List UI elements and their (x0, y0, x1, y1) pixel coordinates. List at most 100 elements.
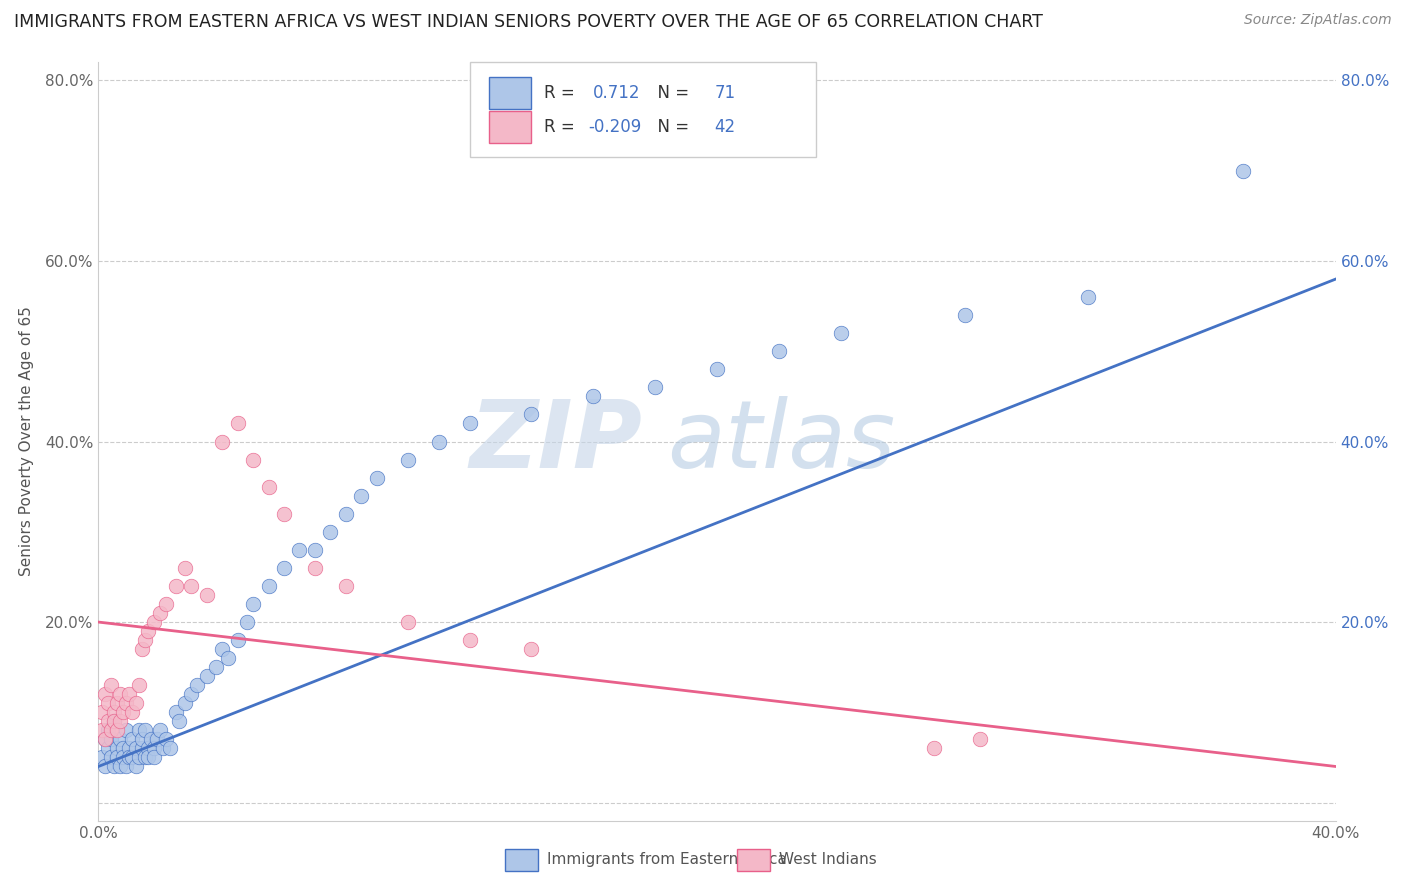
Point (97, 723, 120, 738)
Point (108, 687, 131, 701)
Point (112, 741, 135, 756)
Point (118, 741, 141, 756)
Point (159, 741, 181, 756)
Text: atlas: atlas (668, 396, 896, 487)
Point (146, 732, 169, 747)
Point (335, 507, 357, 521)
Text: 0.712: 0.712 (593, 84, 641, 102)
Point (93, 732, 115, 747)
Point (93, 687, 115, 701)
Point (167, 714, 190, 729)
Point (427, 434, 450, 449)
Point (195, 669, 218, 683)
Point (1232, 163, 1254, 178)
Point (211, 642, 233, 657)
FancyBboxPatch shape (489, 77, 531, 109)
Point (520, 408, 543, 422)
FancyBboxPatch shape (489, 111, 531, 143)
Point (128, 678, 150, 692)
Point (273, 561, 295, 575)
Text: N =: N = (647, 84, 695, 102)
Point (953, 308, 976, 322)
Point (458, 417, 481, 431)
Point (115, 696, 138, 710)
Point (134, 750, 156, 764)
Point (115, 723, 138, 738)
Point (149, 606, 172, 620)
Point (128, 750, 150, 764)
Point (90, 723, 112, 738)
Point (582, 389, 605, 403)
Point (93, 759, 115, 773)
Point (1077, 290, 1099, 304)
Point (121, 706, 143, 720)
Point (139, 732, 162, 747)
Point (131, 642, 153, 657)
Point (520, 642, 543, 657)
Point (180, 687, 202, 701)
Text: N =: N = (647, 118, 695, 136)
Point (131, 741, 153, 756)
Point (108, 732, 131, 747)
Point (458, 633, 481, 648)
Text: Immigrants from Eastern Africa: Immigrants from Eastern Africa (547, 853, 787, 867)
Point (304, 561, 326, 575)
Point (124, 759, 146, 773)
Point (134, 633, 156, 648)
Point (644, 380, 666, 394)
Point (115, 759, 138, 773)
Point (105, 696, 128, 710)
Point (100, 678, 122, 692)
Point (108, 714, 131, 729)
Point (242, 452, 264, 467)
Point (105, 750, 128, 764)
Point (922, 741, 945, 756)
Point (103, 759, 125, 773)
Point (236, 615, 259, 629)
Point (90, 750, 112, 764)
Point (396, 452, 419, 467)
Point (100, 732, 122, 747)
Point (149, 723, 172, 738)
Point (136, 750, 159, 764)
Text: R =: R = (544, 118, 579, 136)
Point (103, 706, 125, 720)
Point (136, 624, 159, 639)
Point (257, 579, 280, 593)
Point (143, 741, 166, 756)
Point (108, 759, 131, 773)
Point (97, 696, 120, 710)
Point (174, 696, 197, 710)
Point (131, 732, 153, 747)
Point (112, 706, 135, 720)
Point (217, 651, 239, 665)
Point (121, 732, 143, 747)
Point (105, 723, 128, 738)
Point (165, 706, 187, 720)
Point (155, 597, 177, 611)
Point (211, 434, 233, 449)
Point (143, 750, 166, 764)
Point (226, 633, 249, 648)
Point (124, 741, 146, 756)
Text: 42: 42 (714, 118, 735, 136)
Point (155, 732, 177, 747)
Point (103, 714, 125, 729)
Point (186, 678, 208, 692)
Point (112, 750, 135, 764)
Point (195, 588, 218, 602)
Text: 71: 71 (714, 84, 735, 102)
Point (97, 741, 120, 756)
Point (768, 344, 790, 359)
Point (830, 326, 852, 341)
Point (93, 732, 115, 747)
Point (366, 470, 388, 484)
Point (226, 417, 249, 431)
Point (257, 480, 280, 494)
Point (100, 750, 122, 764)
FancyBboxPatch shape (470, 62, 815, 157)
Point (335, 579, 357, 593)
Point (143, 615, 166, 629)
Point (124, 696, 146, 710)
Point (136, 741, 159, 756)
